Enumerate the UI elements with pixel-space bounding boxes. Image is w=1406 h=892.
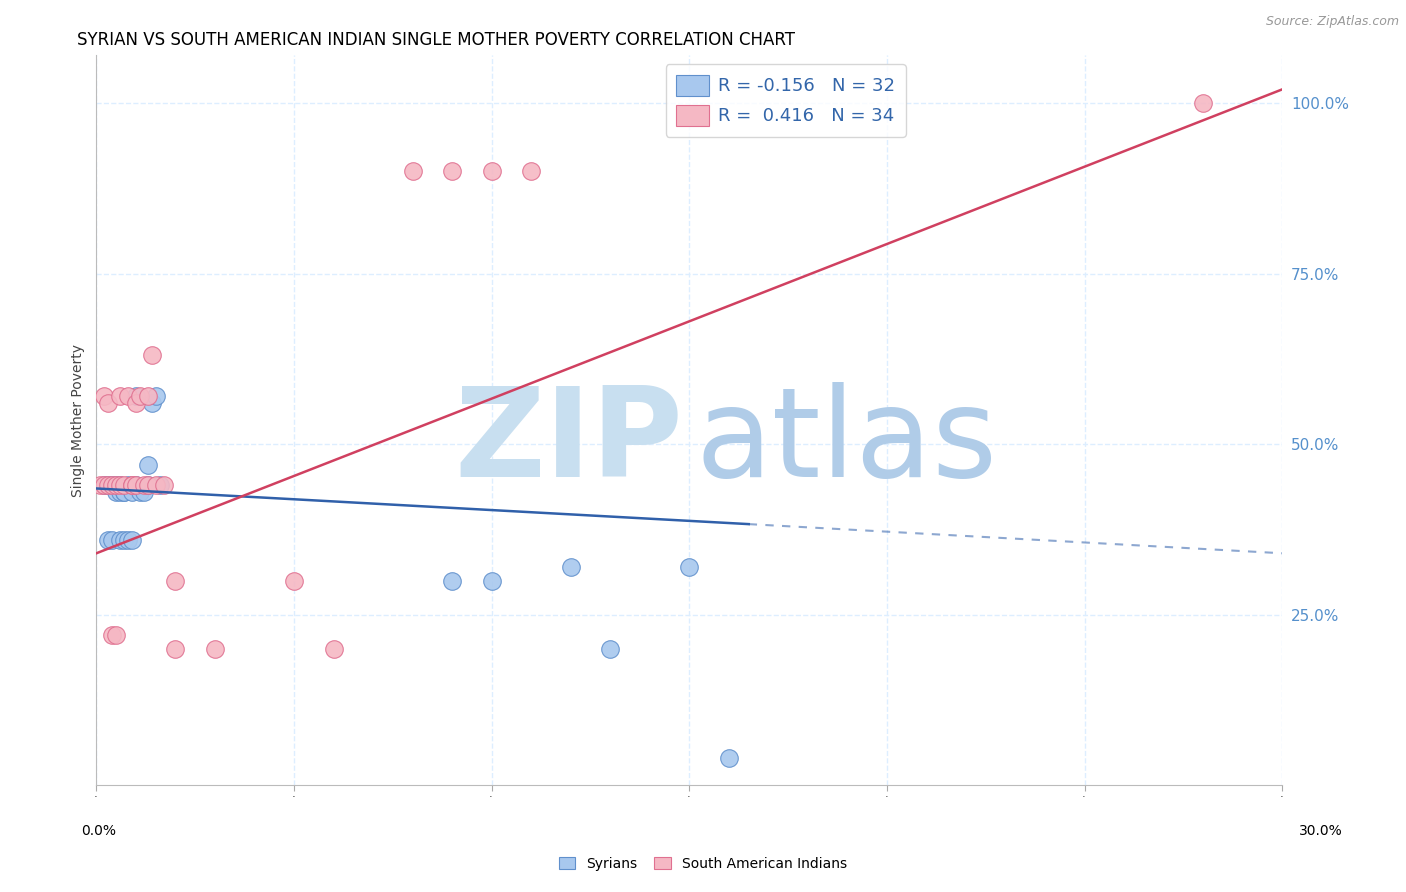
Text: Source: ZipAtlas.com: Source: ZipAtlas.com xyxy=(1265,15,1399,29)
Point xyxy=(117,533,139,547)
Point xyxy=(136,478,159,492)
Point xyxy=(108,389,131,403)
Point xyxy=(132,484,155,499)
Point xyxy=(128,484,150,499)
Point xyxy=(481,574,503,588)
Point xyxy=(101,478,124,492)
Point xyxy=(125,478,148,492)
Point xyxy=(105,478,128,492)
Point xyxy=(97,478,120,492)
Point xyxy=(283,574,305,588)
Point xyxy=(165,641,187,656)
Point xyxy=(520,164,543,178)
Point xyxy=(145,389,167,403)
Point xyxy=(125,396,148,410)
Point xyxy=(108,478,131,492)
Text: 0.0%: 0.0% xyxy=(82,824,117,838)
Text: atlas: atlas xyxy=(696,382,997,502)
Point xyxy=(105,484,128,499)
Point xyxy=(678,560,700,574)
Point xyxy=(136,389,159,403)
Point xyxy=(108,484,131,499)
Point xyxy=(322,641,344,656)
Point xyxy=(125,478,148,492)
Point xyxy=(112,478,135,492)
Legend: Syrians, South American Indians: Syrians, South American Indians xyxy=(553,851,853,876)
Point xyxy=(132,478,155,492)
Point xyxy=(121,533,143,547)
Point xyxy=(97,533,120,547)
Point xyxy=(121,478,143,492)
Point xyxy=(560,560,582,574)
Point xyxy=(441,574,464,588)
Point xyxy=(145,478,167,492)
Point xyxy=(101,478,124,492)
Point xyxy=(204,641,226,656)
Point xyxy=(152,478,174,492)
Y-axis label: Single Mother Poverty: Single Mother Poverty xyxy=(72,343,86,497)
Point xyxy=(121,484,143,499)
Point xyxy=(125,389,148,403)
Point xyxy=(112,484,135,499)
Point xyxy=(89,478,111,492)
Point xyxy=(136,458,159,472)
Point xyxy=(481,164,503,178)
Text: ZIP: ZIP xyxy=(454,382,683,502)
Point xyxy=(141,348,163,362)
Point xyxy=(101,628,124,642)
Point xyxy=(1192,95,1215,110)
Point xyxy=(401,164,423,178)
Point xyxy=(93,389,115,403)
Point xyxy=(136,478,159,492)
Point xyxy=(117,478,139,492)
Text: SYRIAN VS SOUTH AMERICAN INDIAN SINGLE MOTHER POVERTY CORRELATION CHART: SYRIAN VS SOUTH AMERICAN INDIAN SINGLE M… xyxy=(77,31,796,49)
Point xyxy=(112,533,135,547)
Point xyxy=(93,478,115,492)
Text: 30.0%: 30.0% xyxy=(1299,824,1343,838)
Point xyxy=(165,574,187,588)
Point xyxy=(599,641,621,656)
Point xyxy=(108,533,131,547)
Point xyxy=(717,751,740,765)
Point xyxy=(112,484,135,499)
Point xyxy=(101,533,124,547)
Point xyxy=(97,478,120,492)
Point xyxy=(121,478,143,492)
Point xyxy=(117,389,139,403)
Point xyxy=(105,478,128,492)
Point xyxy=(97,396,120,410)
Point xyxy=(141,396,163,410)
Legend: R = -0.156   N = 32, R =  0.416   N = 34: R = -0.156 N = 32, R = 0.416 N = 34 xyxy=(665,64,905,136)
Point xyxy=(149,478,172,492)
Point xyxy=(93,478,115,492)
Point xyxy=(105,628,128,642)
Point xyxy=(108,478,131,492)
Point xyxy=(441,164,464,178)
Point xyxy=(128,389,150,403)
